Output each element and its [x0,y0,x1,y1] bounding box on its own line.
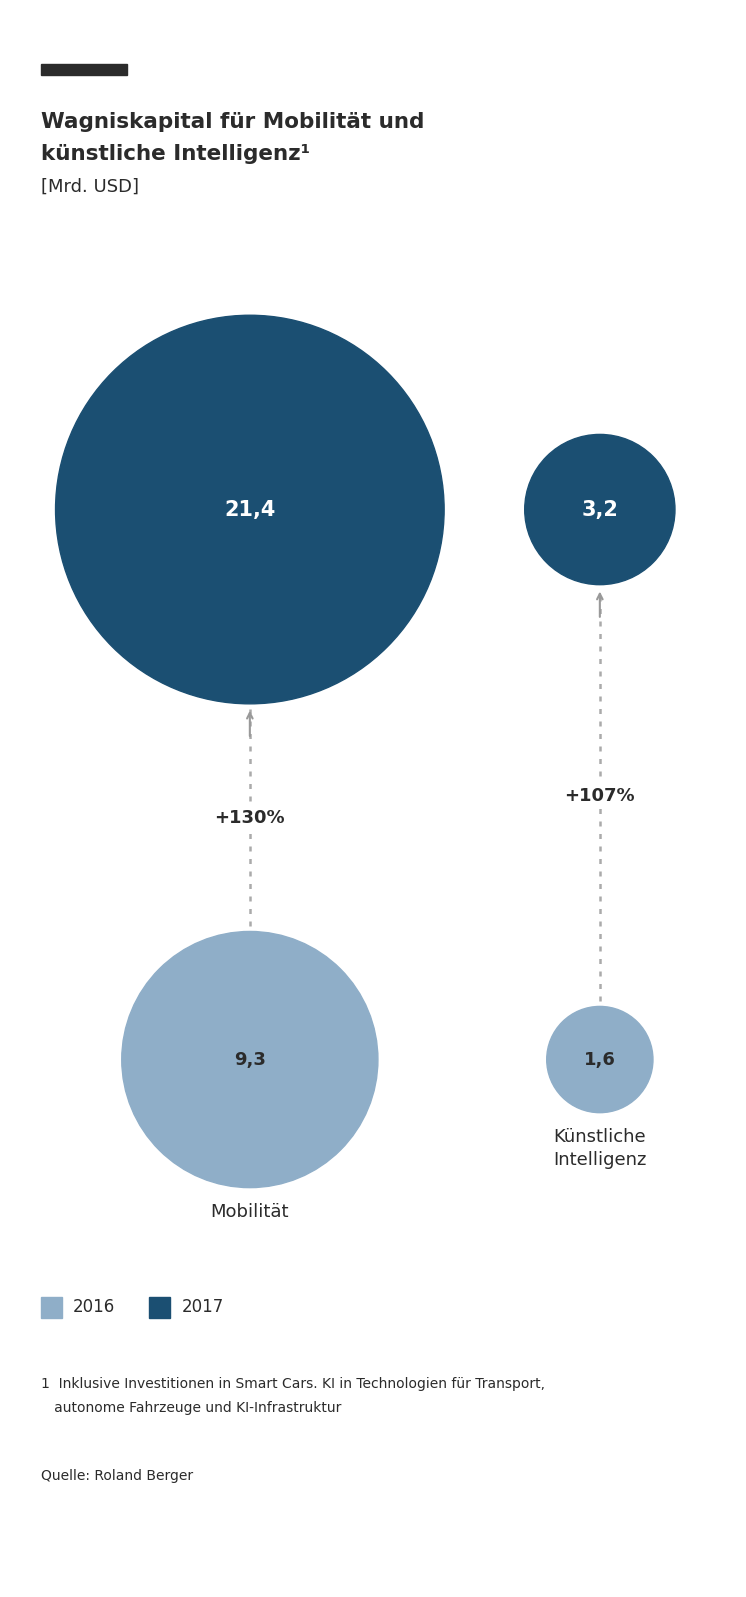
Bar [41,64,127,75]
Text: künstliche Intelligenz¹: künstliche Intelligenz¹ [41,144,310,164]
Text: Künstliche
Intelligenz: Künstliche Intelligenz [553,1127,647,1169]
Text: 3,2: 3,2 [581,500,618,519]
Text: 2017: 2017 [181,1298,224,1316]
Text: Wagniskapital für Mobilität und: Wagniskapital für Mobilität und [41,112,424,133]
Text: 1,6: 1,6 [584,1051,615,1068]
Text: Quelle: Roland Berger: Quelle: Roland Berger [41,1469,193,1484]
Text: autonome Fahrzeuge und KI-Infrastruktur: autonome Fahrzeuge und KI-Infrastruktur [41,1401,342,1415]
Text: 1  Inklusive Investitionen in Smart Cars. KI in Technologien für Transport,: 1 Inklusive Investitionen in Smart Cars.… [41,1377,545,1391]
Circle shape [55,315,444,704]
Circle shape [547,1006,653,1113]
Text: 2016: 2016 [73,1298,116,1316]
Text: Mobilität: Mobilität [210,1203,289,1220]
Text: 9,3: 9,3 [234,1051,266,1068]
Circle shape [524,434,675,585]
Text: [Mrd. USD]: [Mrd. USD] [41,177,139,195]
Circle shape [122,931,378,1188]
Text: 21,4: 21,4 [224,500,275,519]
Text: +107%: +107% [565,787,635,805]
Text: +130%: +130% [215,808,285,827]
Bar [41,1297,62,1318]
Bar [149,1297,170,1318]
